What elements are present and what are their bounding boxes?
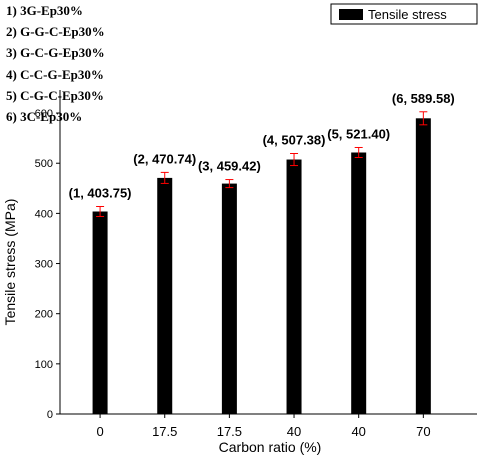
x-tick-label: 0 (96, 424, 103, 439)
bar (286, 159, 302, 414)
y-tick-label: 100 (35, 359, 53, 371)
y-tick-label: 300 (35, 259, 53, 271)
x-tick-label: 70 (416, 424, 430, 439)
annotation-item: 1) 3G-Ep30% (6, 3, 83, 18)
data-label: (5, 521.40) (327, 126, 390, 141)
y-tick-label: 500 (35, 158, 53, 170)
bar (221, 183, 237, 414)
axes (59, 90, 477, 415)
bars (92, 118, 431, 415)
sample-annotations: 1) 3G-Ep30% 2) G-G-C-Ep30% 3) G-C-G-Ep30… (6, 3, 105, 124)
x-axis-ticks: 0 17.5 17.5 40 40 70 (96, 414, 431, 439)
data-label: (2, 470.74) (133, 151, 196, 166)
data-label: (1, 403.75) (69, 185, 132, 200)
annotation-item: 4) C-C-G-Ep30% (6, 67, 104, 82)
bar (351, 152, 367, 414)
x-tick-label: 17.5 (152, 424, 177, 439)
data-label: (6, 589.58) (392, 91, 455, 106)
legend-label: Tensile stress (368, 7, 447, 22)
error-bars (96, 111, 428, 218)
bar (92, 211, 108, 414)
legend: Tensile stress (330, 3, 478, 25)
x-tick-label: 40 (287, 424, 301, 439)
x-tick-label: 40 (351, 424, 365, 439)
annotation-item: 5) C-G-C-Ep30% (6, 88, 104, 103)
data-label: (3, 459.42) (198, 159, 261, 174)
data-labels: (1, 403.75) (2, 470.74) (3, 459.42)(4, 507… (69, 91, 455, 201)
y-tick-label: 400 (35, 208, 53, 220)
y-tick-label: 600 (35, 108, 53, 120)
y-axis-ticks: 0 100 200 300 400 500 600 (35, 108, 60, 421)
x-tick-label: 17.5 (217, 424, 242, 439)
y-tick-label: 200 (35, 309, 53, 321)
bar (415, 118, 431, 415)
bar (157, 177, 173, 414)
annotation-item: 2) G-G-C-Ep30% (6, 24, 105, 39)
annotation-item: 3) G-C-G-Ep30% (6, 45, 105, 60)
y-axis-title: Tensile stress (MPa) (2, 199, 18, 326)
annotation-item: 6) 3C-Ep30% (6, 109, 82, 124)
data-label: (4, 507.38) (263, 133, 326, 148)
legend-swatch (339, 9, 363, 20)
legend-box (330, 3, 478, 25)
y-tick-label: 0 (47, 409, 53, 421)
x-axis-title: Carbon ratio (%) (219, 439, 322, 455)
